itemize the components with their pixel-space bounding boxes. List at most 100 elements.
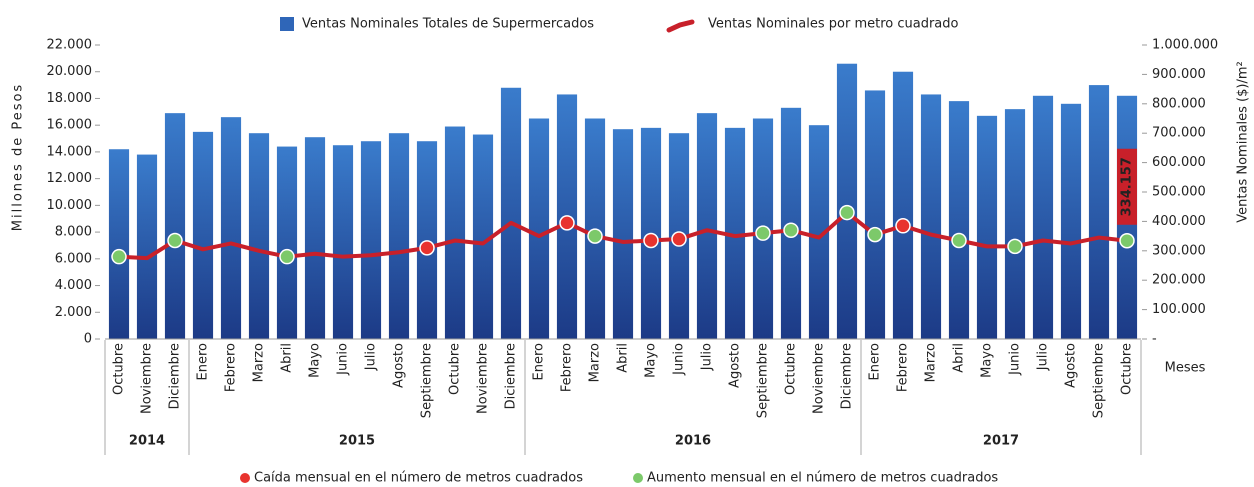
point-marker <box>1007 238 1023 255</box>
bar <box>248 133 270 339</box>
x-tick-label: Agosto <box>728 343 743 388</box>
x-tick-label: Enero <box>868 343 883 381</box>
y2-tick-label: 400.000 <box>1152 214 1206 229</box>
y2-tick-label: 700.000 <box>1152 126 1206 141</box>
x-tick-label: Agosto <box>1064 343 1079 388</box>
bar <box>220 117 242 339</box>
point-marker <box>867 226 883 243</box>
x-tick-label: Junio <box>1008 343 1023 376</box>
point-marker <box>279 248 295 265</box>
point-marker <box>1119 233 1135 249</box>
point-marker <box>951 232 967 249</box>
x-tick-label: Octubre <box>448 343 463 395</box>
bar <box>416 141 438 339</box>
bar <box>1060 103 1082 339</box>
bar <box>864 90 886 339</box>
x-tick-label: Julio <box>700 343 715 371</box>
y-tick-label: 14.000 <box>47 144 93 159</box>
x-tick-label: Febrero <box>896 343 911 392</box>
x-axis-label: Meses <box>1165 361 1206 376</box>
x-tick-label: Noviembre <box>812 343 827 414</box>
point-marker <box>643 232 659 249</box>
x-tick-label: Marzo <box>252 343 267 382</box>
y-tick-label: 8.000 <box>55 225 92 240</box>
x-tick-label: Abril <box>280 343 295 373</box>
x-tick-label: Octubre <box>112 343 127 395</box>
x-tick-label: Enero <box>532 343 547 381</box>
x-tick-label: Mayo <box>644 343 659 378</box>
x-tick-label: Mayo <box>308 343 323 378</box>
legend-label: Caída mensual en el número de metros cua… <box>254 471 583 486</box>
y-tick-label: 2.000 <box>55 305 92 320</box>
bar <box>136 154 158 339</box>
y2-tick-label: 500.000 <box>1152 185 1206 200</box>
point-marker <box>167 232 183 249</box>
x-tick-label: Julio <box>364 343 379 371</box>
x-tick-label: Noviembre <box>476 343 491 414</box>
bar <box>612 129 634 339</box>
legend-label: Ventas Nominales por metro cuadrado <box>708 17 959 32</box>
bar <box>192 131 214 339</box>
value-label: 334.157 <box>1120 157 1135 216</box>
y-tick-label: 0 <box>84 332 92 347</box>
bar <box>696 113 718 340</box>
y2-tick-label: 900.000 <box>1152 67 1206 82</box>
y-tick-label: 20.000 <box>47 64 93 79</box>
year-label: 2014 <box>129 434 165 449</box>
y2-tick-label: 800.000 <box>1152 96 1206 111</box>
bar <box>1088 85 1110 339</box>
year-label: 2017 <box>983 434 1019 449</box>
x-tick-label: Mayo <box>980 343 995 378</box>
bar <box>724 127 746 339</box>
y-tick-label: 4.000 <box>55 278 92 293</box>
x-tick-label: Marzo <box>924 343 939 382</box>
legend-marker <box>240 473 250 483</box>
y-tick-label: 10.000 <box>47 198 93 213</box>
bar <box>500 87 522 339</box>
bar <box>920 94 942 339</box>
y2-tick-label: - <box>1152 332 1157 347</box>
y-tick-label: 12.000 <box>47 171 93 186</box>
bar <box>108 149 130 339</box>
bar <box>976 115 998 339</box>
x-tick-label: Junio <box>336 343 351 376</box>
x-tick-label: Octubre <box>1120 343 1135 395</box>
legend-swatch <box>280 17 294 31</box>
y2-tick-label: 300.000 <box>1152 243 1206 258</box>
x-tick-label: Abril <box>952 343 967 373</box>
x-tick-label: Octubre <box>784 343 799 395</box>
y-tick-label: 22.000 <box>47 38 93 53</box>
x-tick-label: Junio <box>672 343 687 376</box>
point-marker <box>783 222 799 238</box>
x-tick-label: Diciembre <box>840 343 855 409</box>
bar <box>276 146 298 339</box>
point-marker <box>839 204 855 221</box>
legend-label: Aumento mensual en el número de metros c… <box>647 471 998 486</box>
legend-marker <box>633 473 643 483</box>
y2-tick-label: 200.000 <box>1152 273 1206 288</box>
x-tick-label: Diciembre <box>504 343 519 409</box>
bar <box>444 126 466 339</box>
bar <box>836 63 858 339</box>
y-tick-label: 16.000 <box>47 118 93 133</box>
bar <box>808 125 830 339</box>
bar <box>892 71 914 340</box>
y2-tick-label: 1.000.000 <box>1152 38 1218 53</box>
x-tick-label: Julio <box>1036 343 1051 371</box>
point-marker <box>755 225 771 241</box>
x-tick-label: Marzo <box>588 343 603 382</box>
y-tick-label: 18.000 <box>47 91 93 106</box>
legend-label: Ventas Nominales Totales de Supermercado… <box>302 17 594 32</box>
y2-tick-label: 100.000 <box>1152 302 1206 317</box>
x-tick-label: Febrero <box>560 343 575 392</box>
legend-line <box>666 19 695 33</box>
bar <box>332 145 354 339</box>
x-tick-label: Septiembre <box>756 343 771 418</box>
x-tick-label: Septiembre <box>1092 343 1107 418</box>
x-tick-label: Noviembre <box>140 343 155 414</box>
value-label-bg <box>1117 148 1137 225</box>
point-marker <box>895 218 911 234</box>
year-label: 2016 <box>675 434 711 449</box>
year-label: 2015 <box>339 434 375 449</box>
